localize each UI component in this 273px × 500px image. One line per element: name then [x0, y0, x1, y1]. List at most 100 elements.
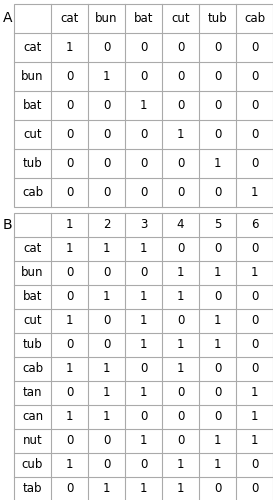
Text: cab: cab	[22, 186, 43, 199]
Text: 1: 1	[214, 458, 221, 471]
Text: 0: 0	[214, 128, 221, 141]
Text: 0: 0	[140, 186, 147, 199]
Text: 0: 0	[214, 70, 221, 83]
Text: 0: 0	[103, 314, 110, 328]
Text: 1: 1	[103, 362, 110, 376]
Text: 0: 0	[66, 482, 73, 496]
Text: bat: bat	[134, 12, 153, 25]
Text: 0: 0	[103, 266, 110, 280]
Text: B: B	[2, 218, 12, 232]
Text: 5: 5	[214, 218, 221, 232]
Text: 1: 1	[103, 386, 110, 400]
Text: 1: 1	[177, 362, 184, 376]
Text: 1: 1	[177, 290, 184, 304]
Text: 0: 0	[251, 128, 258, 141]
Text: cut: cut	[23, 314, 42, 328]
Text: 0: 0	[251, 362, 258, 376]
Text: bun: bun	[21, 70, 44, 83]
Text: tub: tub	[23, 338, 42, 351]
Text: 0: 0	[140, 458, 147, 471]
Text: 1: 1	[66, 314, 73, 328]
Text: 0: 0	[214, 386, 221, 400]
Text: 1: 1	[177, 338, 184, 351]
Text: 0: 0	[214, 482, 221, 496]
Bar	[14, 4, 273, 207]
Text: 0: 0	[140, 41, 147, 54]
Text: 0: 0	[177, 99, 184, 112]
Text: cab: cab	[244, 12, 265, 25]
Text: 0: 0	[214, 410, 221, 424]
Text: 0: 0	[251, 70, 258, 83]
Text: 0: 0	[103, 458, 110, 471]
Text: 0: 0	[214, 362, 221, 376]
Text: cat: cat	[60, 12, 79, 25]
Text: 0: 0	[251, 458, 258, 471]
Text: 1: 1	[140, 386, 147, 400]
Text: 0: 0	[251, 99, 258, 112]
Text: A: A	[2, 12, 12, 26]
Text: 0: 0	[251, 290, 258, 304]
Text: 1: 1	[140, 242, 147, 256]
Text: 2: 2	[103, 218, 110, 232]
Text: 1: 1	[103, 410, 110, 424]
Text: 0: 0	[103, 99, 110, 112]
Text: 1: 1	[214, 314, 221, 328]
Text: 0: 0	[177, 70, 184, 83]
Text: 1: 1	[140, 482, 147, 496]
Text: 1: 1	[66, 242, 73, 256]
Text: 0: 0	[66, 434, 73, 448]
Text: 0: 0	[251, 41, 258, 54]
Text: can: can	[22, 410, 43, 424]
Text: 0: 0	[66, 290, 73, 304]
Text: 1: 1	[177, 128, 184, 141]
Text: 1: 1	[177, 266, 184, 280]
Text: 0: 0	[103, 157, 110, 170]
Text: 0: 0	[103, 128, 110, 141]
Text: 0: 0	[66, 128, 73, 141]
Text: 0: 0	[251, 242, 258, 256]
Text: 0: 0	[66, 186, 73, 199]
Text: nut: nut	[23, 434, 42, 448]
Text: cut: cut	[23, 128, 42, 141]
Text: 0: 0	[103, 41, 110, 54]
Text: 1: 1	[214, 434, 221, 448]
Text: 0: 0	[177, 434, 184, 448]
Text: 0: 0	[103, 434, 110, 448]
Text: 0: 0	[140, 410, 147, 424]
Text: cub: cub	[22, 458, 43, 471]
Text: 1: 1	[66, 218, 73, 232]
Text: 1: 1	[251, 186, 258, 199]
Text: 0: 0	[66, 266, 73, 280]
Text: 0: 0	[140, 157, 147, 170]
Text: 0: 0	[251, 482, 258, 496]
Text: 0: 0	[177, 410, 184, 424]
Text: 0: 0	[177, 186, 184, 199]
Text: 0: 0	[177, 242, 184, 256]
Text: 0: 0	[66, 157, 73, 170]
Text: 1: 1	[140, 99, 147, 112]
Text: 4: 4	[177, 218, 184, 232]
Text: 0: 0	[177, 386, 184, 400]
Text: 1: 1	[214, 266, 221, 280]
Text: 0: 0	[177, 41, 184, 54]
Text: 0: 0	[66, 99, 73, 112]
Text: 1: 1	[251, 410, 258, 424]
Text: bun: bun	[95, 12, 118, 25]
Text: 1: 1	[214, 338, 221, 351]
Text: 0: 0	[214, 290, 221, 304]
Text: cat: cat	[23, 242, 42, 256]
Text: 1: 1	[140, 290, 147, 304]
Text: 6: 6	[251, 218, 258, 232]
Text: 1: 1	[251, 386, 258, 400]
Text: 0: 0	[140, 362, 147, 376]
Text: 1: 1	[140, 338, 147, 351]
Text: 1: 1	[103, 242, 110, 256]
Text: 0: 0	[103, 186, 110, 199]
Text: 0: 0	[66, 386, 73, 400]
Text: 0: 0	[214, 242, 221, 256]
Text: 0: 0	[103, 338, 110, 351]
Text: 3: 3	[140, 218, 147, 232]
Text: bat: bat	[23, 99, 42, 112]
Text: 1: 1	[103, 290, 110, 304]
Text: 0: 0	[214, 186, 221, 199]
